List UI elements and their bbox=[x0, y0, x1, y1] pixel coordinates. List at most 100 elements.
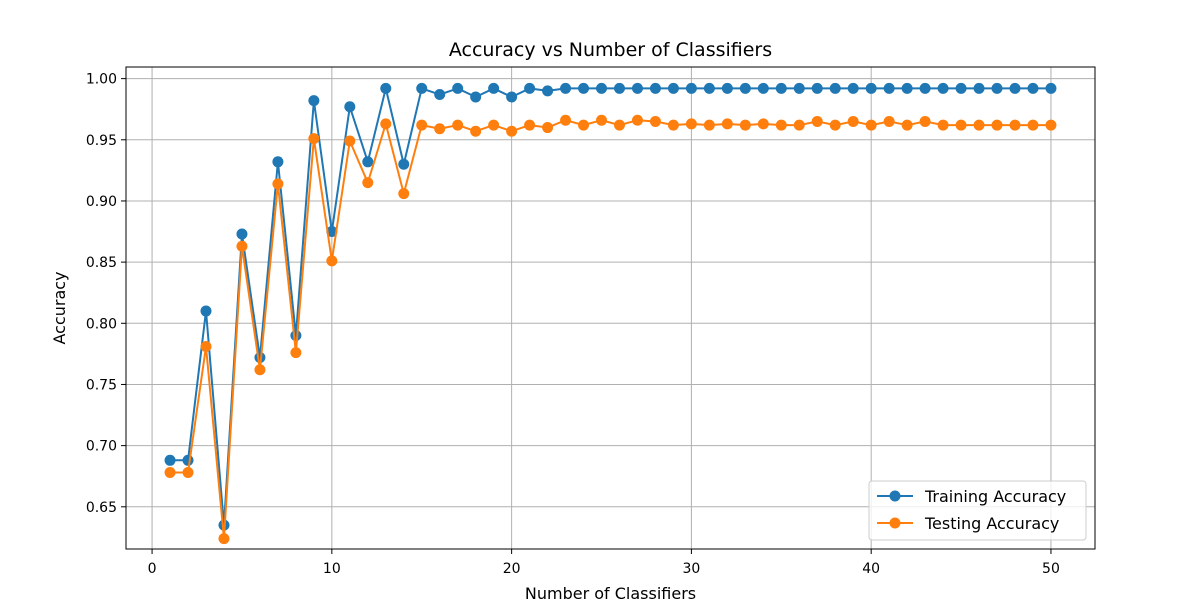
y-tick-label: 0.70 bbox=[86, 439, 117, 455]
ticks: 0 10 20 30 40 50 0.65 0.70 0.75 0.80 0.85 0.90 0.95 1… bbox=[86, 72, 1060, 577]
data-point bbox=[901, 82, 913, 94]
data-point bbox=[991, 119, 1003, 131]
data-point bbox=[506, 125, 518, 137]
x-tick-label: 50 bbox=[1042, 561, 1060, 577]
data-point bbox=[362, 177, 374, 189]
data-point bbox=[829, 82, 841, 94]
data-point bbox=[703, 82, 715, 94]
data-point bbox=[524, 82, 536, 94]
data-point bbox=[1045, 82, 1057, 94]
data-point bbox=[272, 156, 284, 168]
data-point bbox=[847, 82, 859, 94]
data-point bbox=[811, 82, 823, 94]
series-1 bbox=[164, 82, 1057, 531]
data-point bbox=[488, 82, 500, 94]
data-point bbox=[560, 82, 572, 94]
x-tick-label: 0 bbox=[148, 561, 157, 577]
data-point bbox=[739, 82, 751, 94]
x-tick-label: 10 bbox=[323, 561, 341, 577]
data-point bbox=[1009, 119, 1021, 131]
data-point bbox=[290, 330, 302, 342]
data-point bbox=[883, 115, 895, 127]
data-point bbox=[596, 82, 608, 94]
y-tick-label: 0.80 bbox=[86, 316, 117, 332]
data-point bbox=[649, 82, 661, 94]
data-point bbox=[721, 82, 733, 94]
data-point bbox=[200, 305, 212, 317]
data-point bbox=[254, 364, 266, 376]
data-point bbox=[991, 82, 1003, 94]
data-point bbox=[452, 82, 464, 94]
data-point bbox=[452, 119, 464, 131]
data-point bbox=[883, 82, 895, 94]
data-point bbox=[164, 454, 176, 466]
data-point bbox=[1027, 119, 1039, 131]
data-point bbox=[865, 82, 877, 94]
data-point bbox=[793, 82, 805, 94]
data-point bbox=[703, 119, 715, 131]
data-point bbox=[973, 119, 985, 131]
data-point bbox=[344, 135, 356, 147]
data-point bbox=[218, 533, 230, 545]
series-2 bbox=[164, 114, 1057, 545]
data-point bbox=[1045, 119, 1057, 131]
data-point bbox=[739, 119, 751, 131]
data-point bbox=[973, 82, 985, 94]
data-point bbox=[829, 119, 841, 131]
x-tick-label: 20 bbox=[503, 561, 521, 577]
data-point bbox=[955, 119, 967, 131]
data-point bbox=[488, 119, 500, 131]
y-tick-label: 0.75 bbox=[86, 377, 117, 393]
legend-label: Testing Accuracy bbox=[924, 514, 1059, 533]
data-point bbox=[613, 119, 625, 131]
series-line bbox=[170, 87, 1051, 527]
data-point bbox=[524, 119, 536, 131]
y-tick-label: 0.85 bbox=[86, 255, 117, 271]
y-tick-label: 0.90 bbox=[86, 194, 117, 210]
data-point bbox=[434, 89, 446, 101]
chart-title: Accuracy vs Number of Classifiers bbox=[449, 39, 772, 61]
data-point bbox=[631, 82, 643, 94]
data-point bbox=[182, 467, 194, 479]
data-point bbox=[326, 255, 338, 267]
data-point bbox=[578, 82, 590, 94]
series-layer bbox=[164, 82, 1057, 545]
data-point bbox=[308, 95, 320, 107]
data-point bbox=[542, 85, 554, 97]
data-point bbox=[793, 119, 805, 131]
data-point bbox=[344, 101, 356, 113]
legend-label: Training Accuracy bbox=[924, 487, 1066, 506]
data-point bbox=[200, 341, 212, 353]
legend: Training Accuracy Testing Accuracy bbox=[868, 480, 1087, 541]
y-tick-label: 1.00 bbox=[86, 72, 117, 88]
data-point bbox=[578, 119, 590, 131]
data-point bbox=[470, 125, 482, 137]
data-point bbox=[649, 115, 661, 127]
x-axis-label: Number of Classifiers bbox=[525, 584, 696, 603]
data-point bbox=[380, 82, 392, 94]
data-point bbox=[164, 467, 176, 479]
y-tick-label: 0.95 bbox=[86, 133, 117, 149]
data-point bbox=[685, 82, 697, 94]
data-point bbox=[811, 115, 823, 127]
data-point bbox=[937, 82, 949, 94]
data-point bbox=[1027, 82, 1039, 94]
data-point bbox=[398, 158, 410, 170]
data-point bbox=[847, 115, 859, 127]
data-point bbox=[560, 114, 572, 126]
data-point bbox=[398, 188, 410, 200]
data-point bbox=[775, 119, 787, 131]
legend-marker bbox=[889, 490, 901, 502]
data-point bbox=[937, 119, 949, 131]
data-point bbox=[272, 178, 284, 190]
data-point bbox=[667, 82, 679, 94]
data-point bbox=[685, 118, 697, 130]
data-point bbox=[506, 91, 518, 103]
data-point bbox=[236, 228, 248, 240]
data-point bbox=[757, 118, 769, 130]
data-point bbox=[955, 82, 967, 94]
data-point bbox=[290, 347, 302, 359]
data-point bbox=[721, 118, 733, 130]
data-point bbox=[470, 91, 482, 103]
